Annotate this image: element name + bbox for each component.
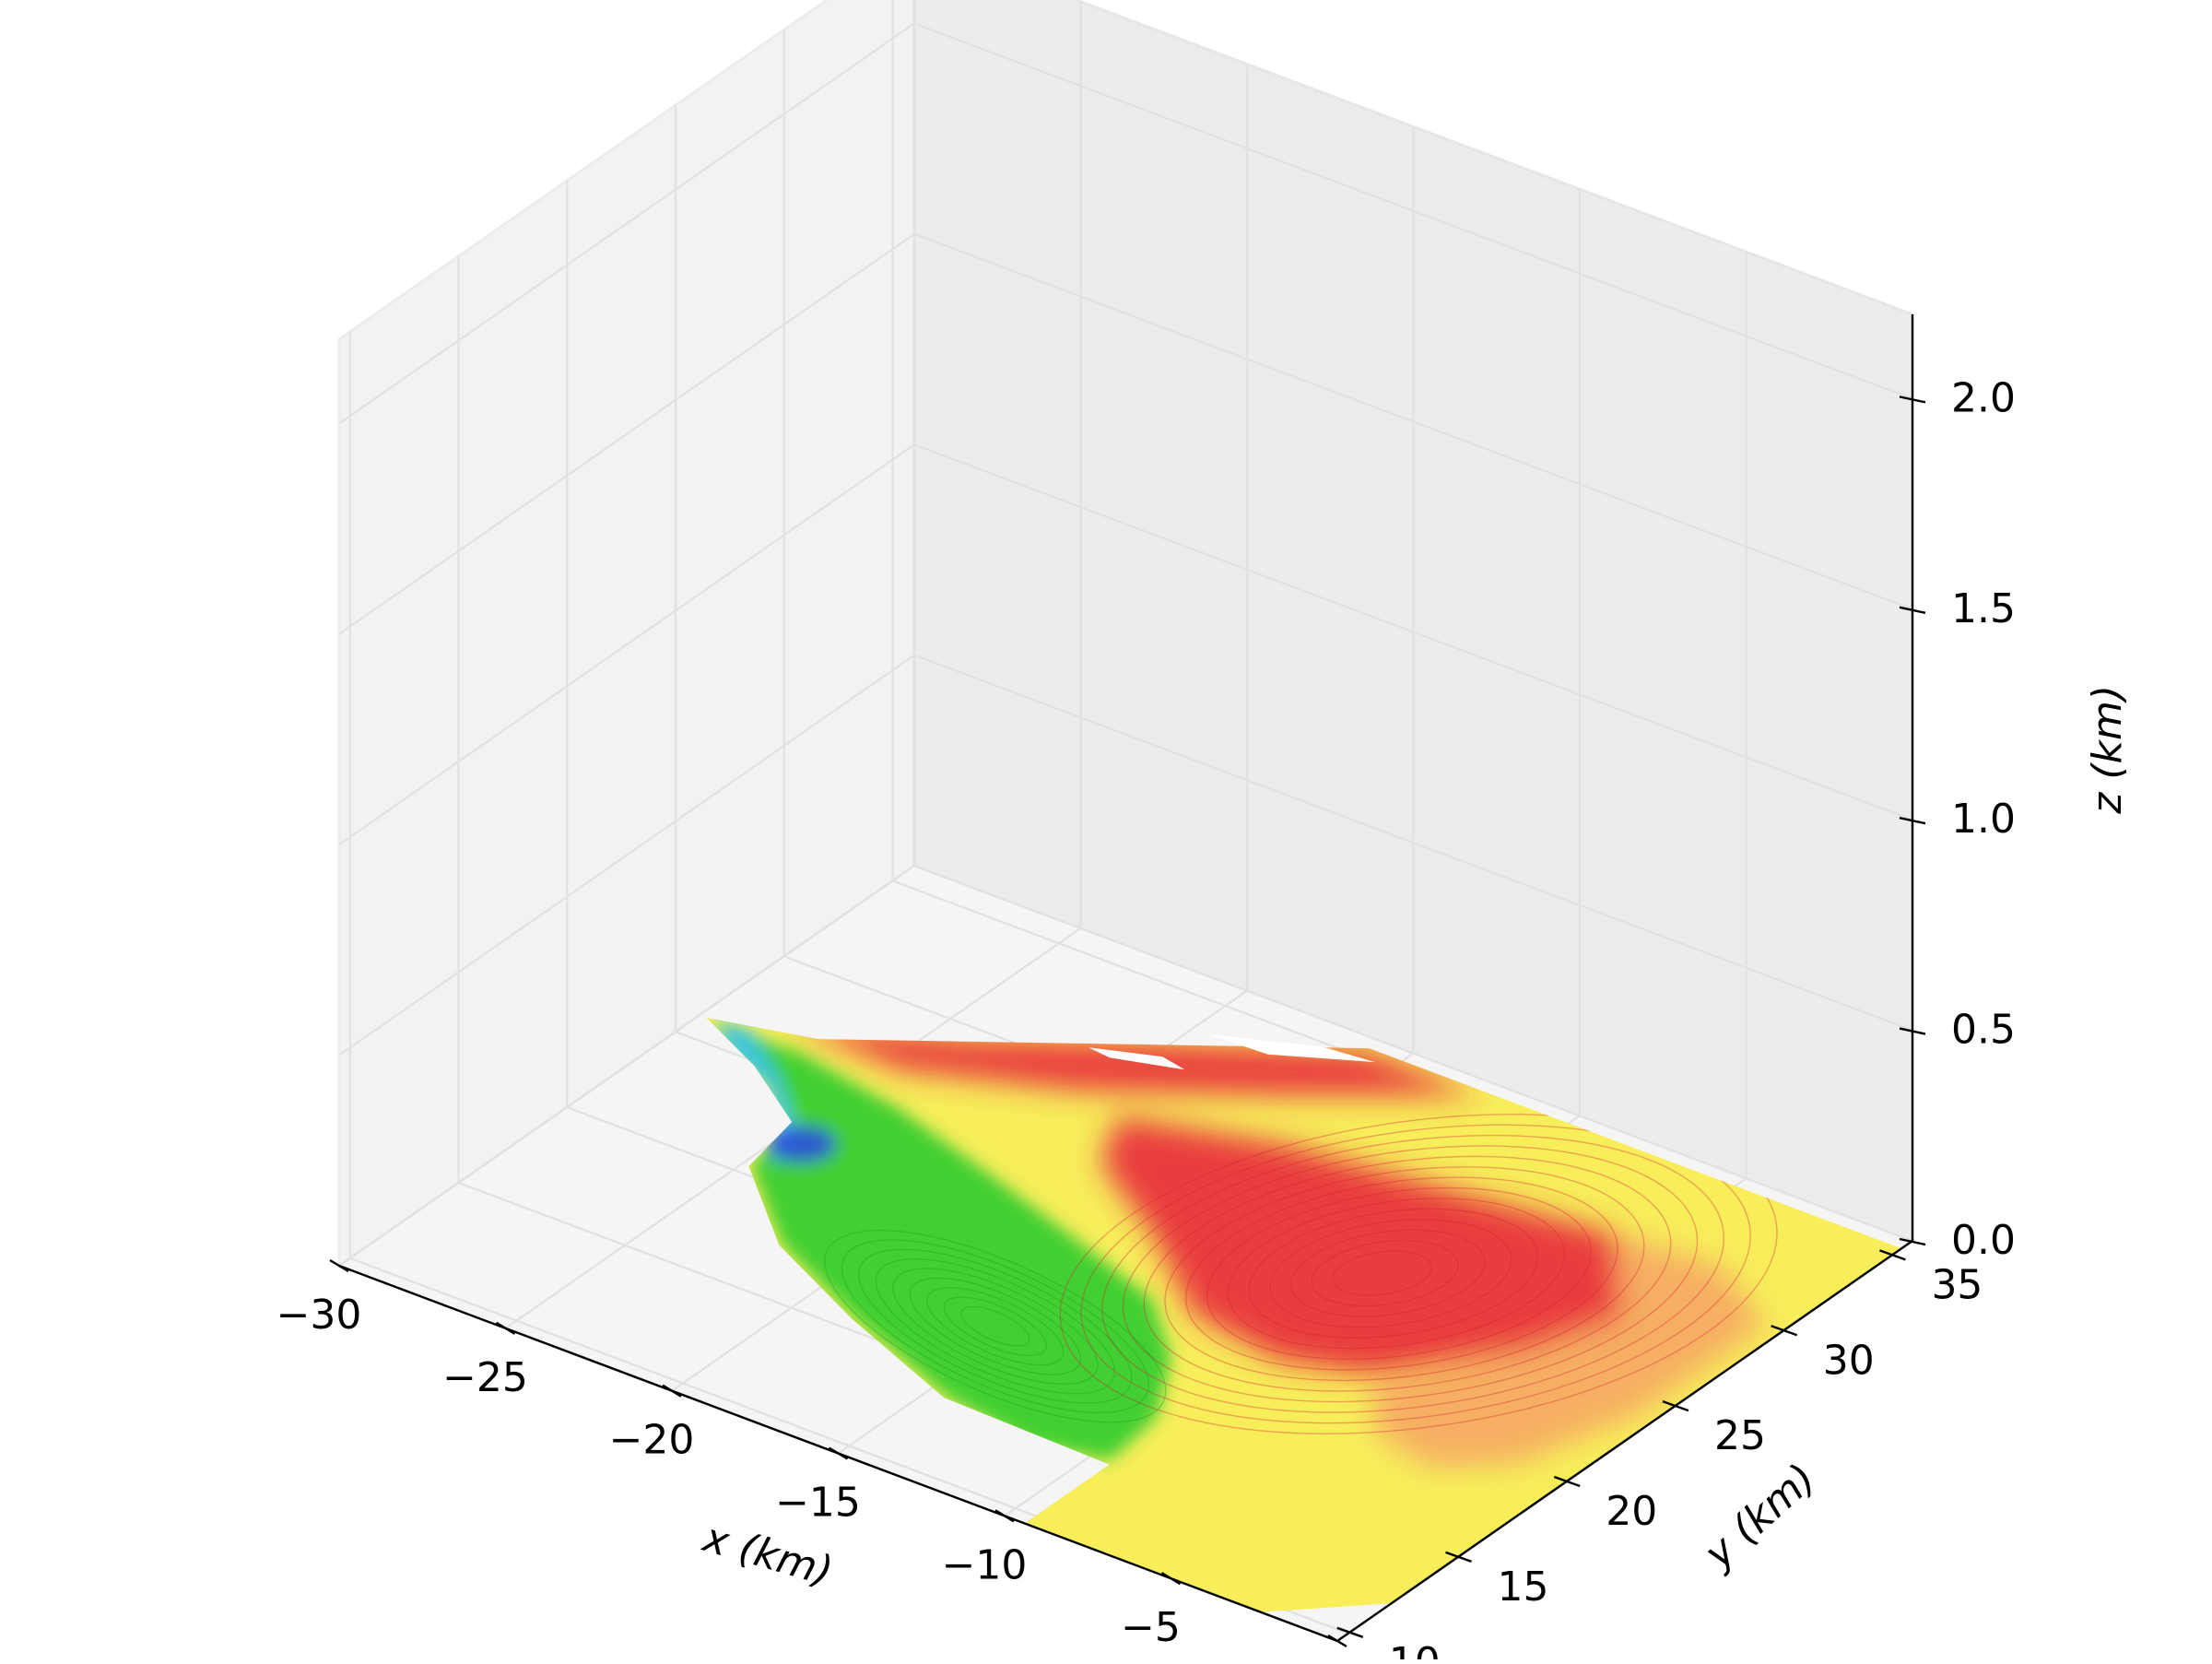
contour-line	[841, 1239, 1149, 1414]
contour-line	[909, 1277, 1081, 1375]
contour-line	[858, 1248, 1133, 1404]
contour-line	[960, 1305, 1030, 1347]
gridline-z-back	[913, 232, 1913, 610]
y-tick	[1771, 1325, 1798, 1337]
contour-line	[1289, 1229, 1486, 1317]
y-tick-label: 25	[1714, 1412, 1766, 1459]
y-tick-label: 15	[1498, 1564, 1549, 1611]
y-tick-label: 10	[1389, 1639, 1441, 1659]
contour-line	[943, 1296, 1048, 1356]
surface-fill	[706, 1017, 1902, 1612]
gridline-z-left	[338, 865, 915, 1267]
y-tick-label: 30	[1823, 1337, 1875, 1384]
y-tick	[1879, 1249, 1906, 1261]
z-tick	[1899, 395, 1926, 404]
z-tick	[1899, 1237, 1926, 1246]
x-tick	[495, 1321, 516, 1335]
x-tick-label: −30	[276, 1292, 362, 1339]
contour-line	[1332, 1250, 1432, 1296]
contour-line	[1059, 1114, 1778, 1434]
contour-line	[824, 1230, 1167, 1423]
gridline-z-left	[338, 654, 915, 1056]
y-tick	[1553, 1475, 1581, 1488]
gridline-z-left	[338, 22, 915, 425]
x-tick-label: −20	[609, 1417, 695, 1464]
x-tick	[994, 1509, 1015, 1523]
gridline-z-back	[913, 22, 1913, 400]
x-tick-label: −10	[942, 1541, 1028, 1588]
contour-line	[1311, 1239, 1459, 1307]
contour-line	[1185, 1176, 1618, 1371]
contour-lines	[824, 1114, 1778, 1434]
contour-line	[1227, 1198, 1566, 1350]
surface-region-deep-basin	[766, 1125, 837, 1162]
x-tick-label: −15	[775, 1480, 861, 1527]
gridline-z-back	[913, 864, 1913, 1243]
contour-line	[1164, 1166, 1645, 1382]
gridline-z-back	[913, 443, 1913, 821]
surface-region-western-lowland	[713, 1022, 1171, 1460]
axis-lines	[329, 314, 1926, 1648]
z-tick-label: 1.0	[1951, 796, 2016, 843]
gridline-z-back	[913, 654, 1913, 1032]
contour-line	[875, 1258, 1115, 1395]
x-tick-label: −5	[1121, 1604, 1181, 1651]
z-tick	[1899, 606, 1926, 614]
x-tick	[662, 1384, 682, 1398]
contour-line	[1143, 1155, 1672, 1392]
contour-line	[1269, 1219, 1512, 1328]
y-tick-label: 20	[1606, 1488, 1657, 1535]
contour-line	[1248, 1208, 1539, 1339]
y-tick	[1336, 1626, 1364, 1638]
y-axis-title: y (km)	[1694, 1455, 1825, 1579]
z-tick-label: 1.5	[1951, 585, 2016, 632]
y-tick	[1662, 1400, 1689, 1412]
x-tick	[1160, 1572, 1182, 1586]
surface-region-central-high	[1100, 1116, 1623, 1375]
x-tick-label: −25	[442, 1354, 528, 1401]
z-tick-label: 0.5	[1951, 1007, 2016, 1054]
gridline-z-left	[338, 232, 915, 635]
contour-line	[1122, 1145, 1699, 1403]
y-axis-line	[1336, 1240, 1913, 1642]
terrain-surface	[706, 1017, 1902, 1612]
surface-gap	[1088, 1047, 1185, 1070]
x-tick	[1327, 1634, 1347, 1648]
y-tick	[1445, 1551, 1472, 1564]
contour-line	[926, 1287, 1065, 1366]
contour-line	[892, 1268, 1099, 1386]
y-tick-label: 35	[1931, 1261, 1983, 1308]
z-tick	[1899, 817, 1926, 825]
axis-labels: −30−25−20−15−10−501015202530350.00.51.01…	[276, 374, 2131, 1664]
surface-gap	[1209, 1034, 1375, 1063]
z-tick-label: 2.0	[1951, 374, 2016, 421]
z-tick	[1899, 1027, 1926, 1035]
x-tick	[329, 1258, 349, 1273]
contour-line	[1206, 1186, 1592, 1360]
z-tick-label: 0.0	[1951, 1217, 2016, 1264]
x-tick	[828, 1446, 849, 1460]
contour-line	[1080, 1124, 1751, 1424]
contour-line	[1101, 1134, 1725, 1413]
gridline-z-left	[338, 443, 915, 846]
surface-region-eastern-plateau	[1371, 1233, 1766, 1468]
z-axis-title: z (km)	[2084, 685, 2131, 815]
